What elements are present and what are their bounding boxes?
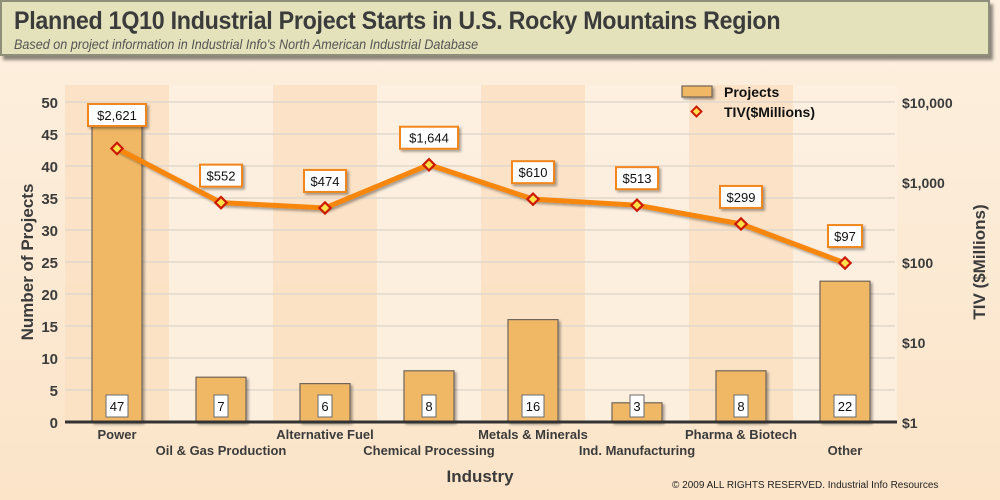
bar-value-label: 47 (110, 399, 124, 414)
tiv-value-box (511, 160, 555, 185)
bar-value-box (421, 394, 437, 418)
tiv-value-label: $1,644 (409, 131, 449, 146)
chart-subtitle: Based on project information in Industri… (14, 36, 479, 52)
legend-bar-swatch (681, 85, 713, 98)
y-tick-label: 45 (41, 127, 58, 144)
tiv-marker (629, 197, 645, 213)
bar-value-label: 16 (526, 399, 540, 414)
chart-header: Planned 1Q10 Industrial Project Starts i… (0, 0, 990, 56)
tiv-value-label: $552 (207, 169, 236, 184)
tiv-marker (733, 216, 749, 232)
legend: Projects TIV($Millions) (680, 84, 815, 120)
y-tick-label: 20 (41, 287, 58, 304)
legend-label-tiv: TIV($Millions) (724, 104, 815, 120)
y2-tick-label: $1 (902, 415, 918, 431)
x-tick-label: Power (97, 427, 136, 442)
y-tick-label: 10 (41, 351, 58, 368)
bar-value-box (833, 394, 857, 418)
legend-label-projects: Projects (724, 84, 779, 100)
bar-value-box (105, 394, 129, 418)
x-tick-label: Pharma & Biotech (685, 427, 797, 442)
bar-value-box (629, 394, 645, 418)
legend-marker-icon (690, 105, 703, 118)
y2-tick-label: $10,000 (902, 95, 953, 111)
y2-tick-label: $10 (902, 335, 926, 351)
x-tick-label: Ind. Manufacturing (579, 443, 695, 458)
category-stripe (689, 85, 793, 422)
bar-value-box (317, 394, 333, 418)
tiv-marker (421, 157, 437, 172)
tiv-value-box (199, 163, 243, 188)
tiv-marker (109, 141, 125, 156)
y-tick-label: 25 (41, 255, 58, 272)
tiv-marker (525, 191, 541, 207)
category-stripe (273, 85, 377, 422)
tiv-value-box (719, 184, 763, 209)
y-tick-label: 50 (41, 95, 58, 112)
x-tick-label: Chemical Processing (363, 443, 495, 458)
bar-value-label: 6 (321, 399, 328, 414)
tiv-value-box (615, 166, 659, 191)
bar-value-box (213, 394, 229, 418)
tiv-value-box (87, 103, 147, 127)
tiv-value-box (399, 125, 459, 150)
tiv-value-label: $2,621 (97, 108, 137, 123)
copyright-notice: © 2009 ALL RIGHTS RESERVED. Industrial I… (672, 480, 939, 491)
tiv-marker (317, 200, 333, 216)
bar-value-label: 7 (217, 399, 224, 414)
y2-tick-label: $1,000 (902, 175, 945, 191)
bar-value-label: 8 (737, 399, 744, 414)
tiv-marker (213, 195, 229, 210)
bar-value-label: 3 (633, 399, 640, 414)
y-tick-label: 0 (50, 415, 58, 432)
category-stripe (585, 85, 689, 422)
x-tick-label: Oil & Gas Production (156, 443, 287, 458)
y2-axis-title: TIV ($Millions) (970, 204, 989, 319)
y-tick-label: 30 (41, 223, 58, 240)
bar-value-box (733, 394, 749, 418)
tiv-value-label: $97 (834, 229, 856, 244)
bar-value-label: 22 (838, 399, 852, 414)
tiv-value-box (303, 168, 347, 193)
y2-tick-label: $100 (902, 255, 933, 271)
tiv-line (115, 146, 846, 266)
y-tick-label: 15 (41, 319, 58, 336)
y-tick-label: 35 (41, 191, 58, 208)
y-tick-label: 40 (41, 159, 58, 176)
tiv-value-label: $474 (311, 174, 340, 189)
tiv-value-label: $299 (727, 190, 756, 205)
bar (91, 120, 143, 423)
x-tick-label: Alternative Fuel (276, 427, 374, 442)
category-stripe (169, 85, 273, 422)
tiv-value-label: $610 (519, 165, 548, 180)
x-tick-label: Metals & Minerals (478, 427, 588, 442)
bar-value-label: 8 (425, 399, 432, 414)
tiv-value-label: $513 (623, 171, 652, 186)
y-axis-title: Number of Projects (18, 184, 37, 341)
chart-title: Planned 1Q10 Industrial Project Starts i… (14, 7, 781, 35)
tiv-marker (837, 255, 853, 271)
y-tick-label: 5 (50, 383, 58, 400)
x-axis-title: Industry (446, 467, 514, 486)
tiv-value-box (827, 224, 863, 249)
bar-value-box (521, 394, 545, 418)
x-tick-label: Other (828, 443, 863, 458)
